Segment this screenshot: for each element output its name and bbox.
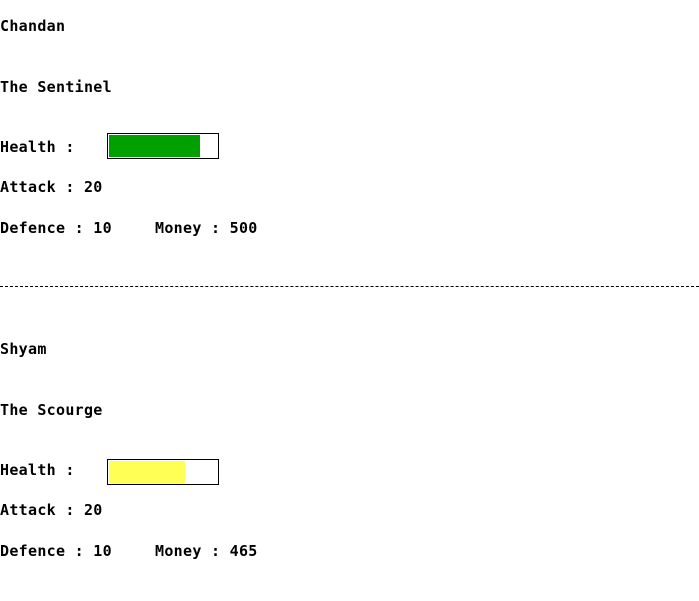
health-bar-fill	[109, 461, 185, 483]
attack-stat: Attack : 20	[0, 178, 103, 196]
health-bar-fill	[109, 135, 200, 157]
player-title: The Scourge	[0, 401, 103, 419]
player-name: Chandan	[0, 17, 66, 35]
health-label: Health :	[0, 138, 75, 156]
money-stat: Money : 465	[155, 542, 258, 560]
defence-stat: Defence : 10	[0, 219, 112, 237]
health-label: Health :	[0, 461, 75, 479]
attack-stat: Attack : 20	[0, 501, 103, 519]
defence-stat: Defence : 10	[0, 542, 112, 560]
panel-divider	[0, 286, 699, 287]
money-stat: Money : 500	[155, 219, 258, 237]
player-name: Shyam	[0, 340, 47, 358]
health-bar	[107, 459, 219, 485]
health-bar	[107, 133, 219, 159]
player-title: The Sentinel	[0, 78, 112, 96]
